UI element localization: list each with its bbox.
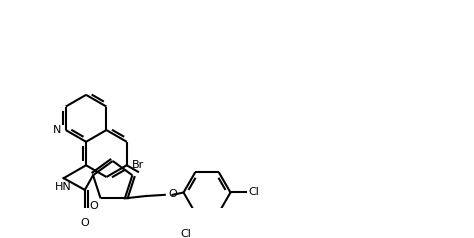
Text: O: O	[89, 201, 98, 211]
Text: Cl: Cl	[180, 229, 191, 238]
Text: O: O	[168, 189, 177, 199]
Text: HN: HN	[55, 182, 72, 192]
Text: Cl: Cl	[249, 188, 260, 198]
Text: N: N	[53, 125, 62, 135]
Text: Br: Br	[132, 160, 144, 170]
Text: O: O	[81, 218, 89, 228]
